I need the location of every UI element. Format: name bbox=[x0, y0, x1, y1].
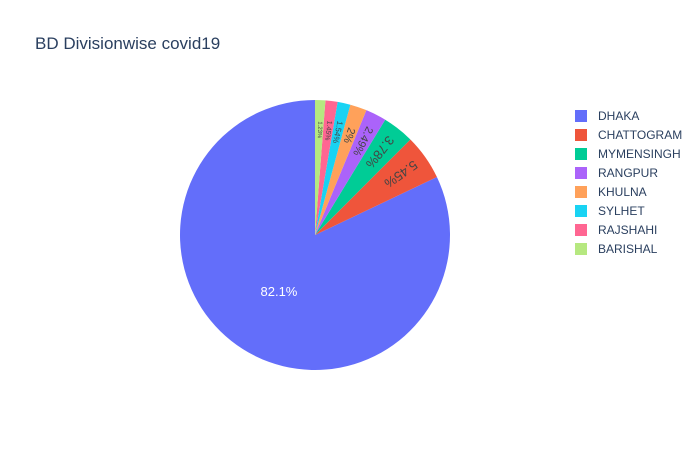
legend-swatch bbox=[575, 186, 587, 198]
legend-label: DHAKA bbox=[598, 109, 639, 123]
legend-label: SYLHET bbox=[598, 204, 645, 218]
legend-label: RAJSHAHI bbox=[598, 223, 657, 237]
legend-label: CHATTOGRAM bbox=[598, 128, 682, 142]
legend-item-rangpur[interactable]: RANGPUR bbox=[575, 166, 658, 180]
legend-item-dhaka[interactable]: DHAKA bbox=[575, 109, 639, 123]
pie-slice-barishal[interactable] bbox=[315, 100, 326, 235]
legend-item-sylhet[interactable]: SYLHET bbox=[575, 204, 645, 218]
legend[interactable]: DHAKA CHATTOGRAM MYMENSINGH RANGPUR KHULNA SY… bbox=[575, 109, 682, 256]
legend-item-khulna[interactable]: KHULNA bbox=[575, 185, 647, 199]
pie-slice-khulna[interactable] bbox=[315, 104, 367, 235]
pie-slices bbox=[179, 100, 451, 370]
pie-slice-sylhet[interactable] bbox=[315, 101, 351, 235]
legend-label: RANGPUR bbox=[598, 166, 658, 180]
slice-label-barishal: 1.23% bbox=[316, 121, 323, 139]
legend-swatch bbox=[575, 148, 587, 160]
legend-swatch bbox=[575, 129, 587, 141]
legend-label: BARISHAL bbox=[598, 242, 658, 256]
pie-slice-mymensingh[interactable] bbox=[315, 119, 411, 235]
legend-swatch bbox=[575, 205, 587, 217]
legend-item-chattogram[interactable]: CHATTOGRAM bbox=[575, 128, 682, 142]
slice-label-khulna: 2% bbox=[341, 126, 358, 145]
legend-swatch bbox=[575, 167, 587, 179]
chart-title: BD Divisionwise covid19 bbox=[35, 34, 221, 53]
slice-label-rajshahi: 1.45% bbox=[323, 120, 332, 141]
pie-slice-rangpur[interactable] bbox=[315, 110, 386, 235]
legend-label: MYMENSINGH bbox=[598, 147, 681, 161]
legend-item-mymensingh[interactable]: MYMENSINGH bbox=[575, 147, 681, 161]
slice-label-dhaka: 82.1% bbox=[261, 284, 298, 299]
legend-swatch bbox=[575, 224, 587, 236]
legend-swatch bbox=[575, 110, 587, 122]
legend-item-rajshahi[interactable]: RAJSHAHI bbox=[575, 223, 657, 237]
pie-slice-chattogram[interactable] bbox=[315, 139, 437, 235]
legend-item-barishal[interactable]: BARISHAL bbox=[575, 242, 658, 256]
legend-label: KHULNA bbox=[598, 185, 647, 199]
legend-swatch bbox=[575, 243, 587, 255]
pie-slice-rajshahi[interactable] bbox=[315, 100, 338, 235]
